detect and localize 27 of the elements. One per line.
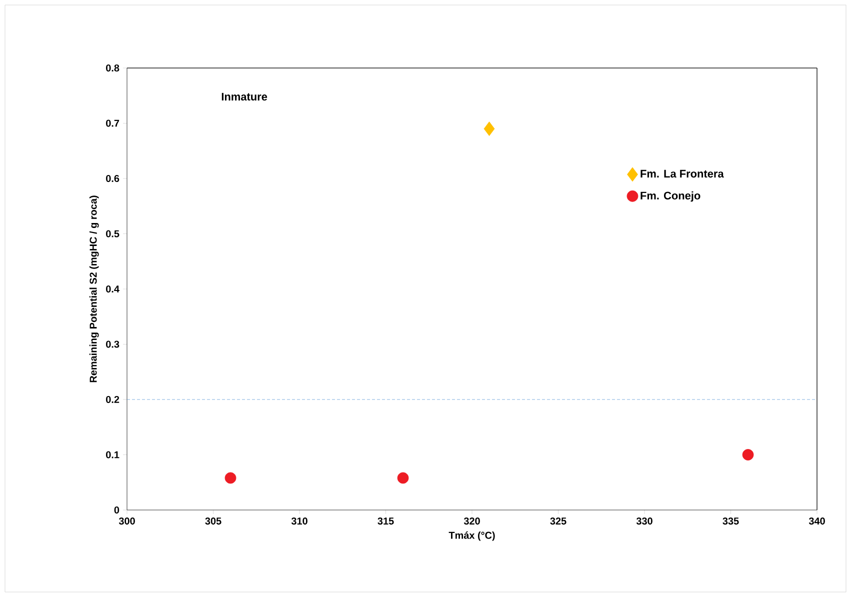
x-tick-label: 330 — [636, 518, 652, 525]
point — [224, 472, 236, 484]
x-tick-label: 300 — [118, 518, 135, 525]
annotation: Inmature — [222, 92, 268, 101]
x-tick-label: 315 — [378, 518, 394, 525]
y-tick-label: 0.4 — [106, 285, 120, 293]
y-tick-label: 0.6 — [106, 174, 120, 182]
y-tick-label: 0.5 — [106, 230, 120, 238]
legend-label: Fm. Conejo — [640, 191, 700, 202]
x-axis-title: Tmáx (°C) — [448, 531, 495, 541]
x-tick-label: 305 — [205, 518, 222, 525]
x-tick-label: 335 — [722, 518, 739, 525]
y-tick-label: 0 — [114, 506, 120, 514]
y-tick-label: 0.8 — [106, 64, 120, 72]
point — [742, 449, 754, 460]
y-tick-label: 0.3 — [106, 340, 120, 348]
point — [397, 472, 409, 484]
x-tick-label: 310 — [291, 518, 308, 525]
x-tick-label: 320 — [464, 518, 480, 525]
point — [484, 122, 495, 136]
x-tick-label: 325 — [550, 518, 566, 525]
y-tick-label: 0.7 — [106, 120, 120, 127]
y-axis-title: Remaining Potential S2 (mgHC / g roca) — [89, 196, 99, 382]
y-tick-label: 0.2 — [106, 396, 120, 404]
y-tick-label: 0.1 — [106, 451, 120, 458]
x-tick-label: 340 — [808, 518, 825, 525]
legend-label: Fm. La Frontera — [640, 170, 724, 178]
